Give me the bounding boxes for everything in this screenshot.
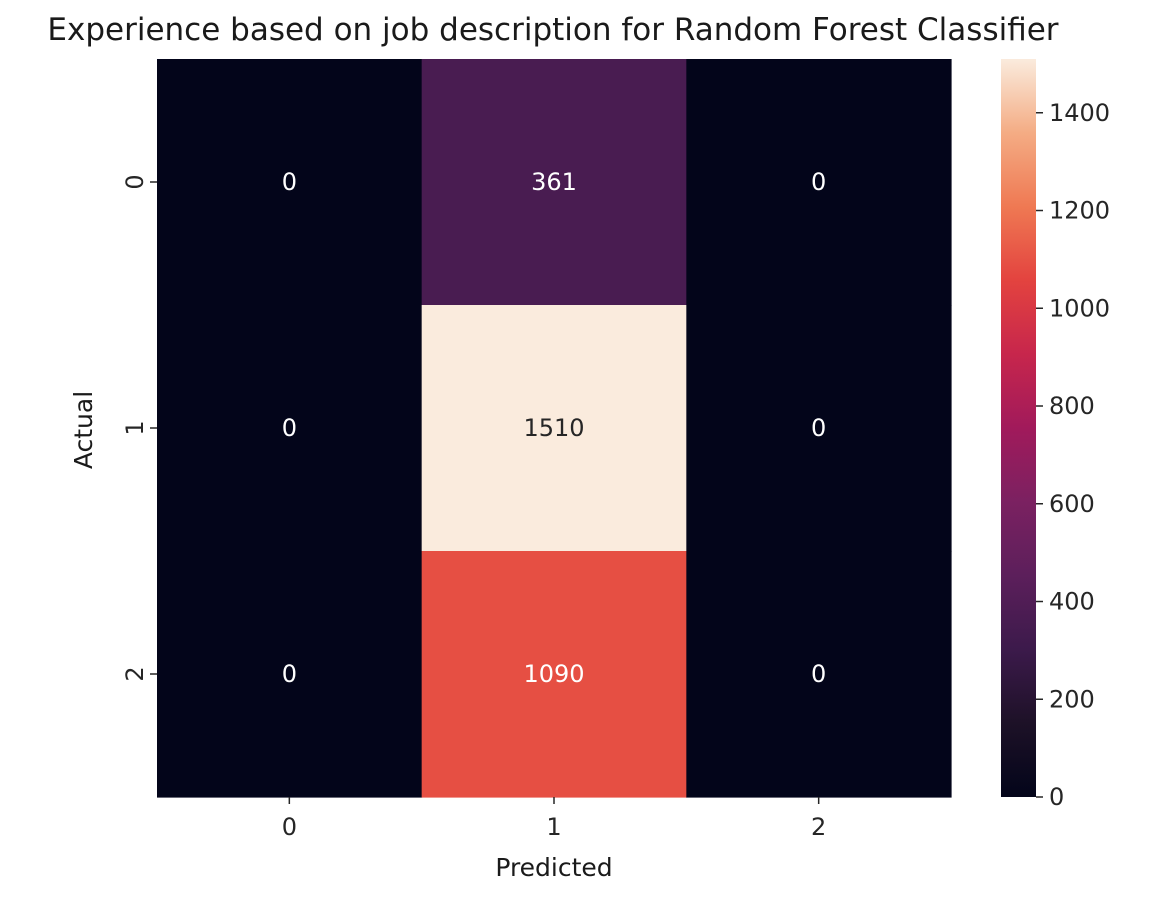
x-tick-label-2: 2 [811, 813, 826, 841]
colorbar [1001, 59, 1036, 797]
heatmap-cell-labels: 0 361 0 0 1510 0 0 1090 0 [282, 168, 827, 688]
heatmap-cell-r1-c0 [157, 305, 423, 552]
heatmap-cell-r2-c2 [686, 551, 952, 798]
cell-value-label-r2-c2: 0 [811, 660, 826, 688]
y-axis: 0 1 2 [121, 174, 157, 682]
cell-value-label-r0-c0: 0 [282, 168, 297, 196]
y-tick-label-1: 1 [121, 420, 149, 435]
x-axis: 0 1 2 [282, 797, 826, 841]
colorbar-tick-label-1: 200 [1049, 685, 1095, 713]
cell-value-label-r2-c0: 0 [282, 660, 297, 688]
colorbar-tick-label-5: 1000 [1049, 294, 1110, 322]
cell-value-label-r1-c0: 0 [282, 414, 297, 442]
y-tick-label-0: 0 [121, 174, 149, 189]
colorbar-tick-label-7: 1400 [1049, 99, 1110, 127]
colorbar-tick-label-2: 400 [1049, 588, 1095, 616]
cell-value-label-r1-c2: 0 [811, 414, 826, 442]
colorbar-ticks: 0 200 400 600 800 1000 1200 1400 [1036, 99, 1110, 811]
heatmap-cells [157, 59, 952, 798]
heatmap-cell-r1-c1 [421, 305, 687, 552]
colorbar-tick-label-4: 800 [1049, 392, 1095, 420]
cell-value-label-r0-c2: 0 [811, 168, 826, 196]
colorbar-tick-label-0: 0 [1049, 783, 1064, 811]
heatmap-cell-r2-c1 [421, 551, 687, 798]
heatmap-cell-r0-c1 [421, 59, 687, 306]
x-tick-label-1: 1 [546, 813, 561, 841]
cell-value-label-r0-c1: 361 [531, 168, 577, 196]
x-tick-label-0: 0 [282, 813, 297, 841]
colorbar-tick-label-6: 1200 [1049, 197, 1110, 225]
chart-title: Experience based on job description for … [47, 12, 1058, 48]
heatmap-cell-r1-c2 [686, 305, 952, 552]
cell-value-label-r2-c1: 1090 [523, 660, 584, 688]
heatmap-cell-r2-c0 [157, 551, 423, 798]
heatmap-cell-r0-c2 [686, 59, 952, 306]
cell-value-label-r1-c1: 1510 [523, 414, 584, 442]
colorbar-tick-label-3: 600 [1049, 490, 1095, 518]
y-axis-label: Actual [69, 391, 98, 469]
heatmap-cell-r0-c0 [157, 59, 423, 306]
y-tick-label-2: 2 [121, 666, 149, 681]
x-axis-label: Predicted [495, 853, 612, 882]
